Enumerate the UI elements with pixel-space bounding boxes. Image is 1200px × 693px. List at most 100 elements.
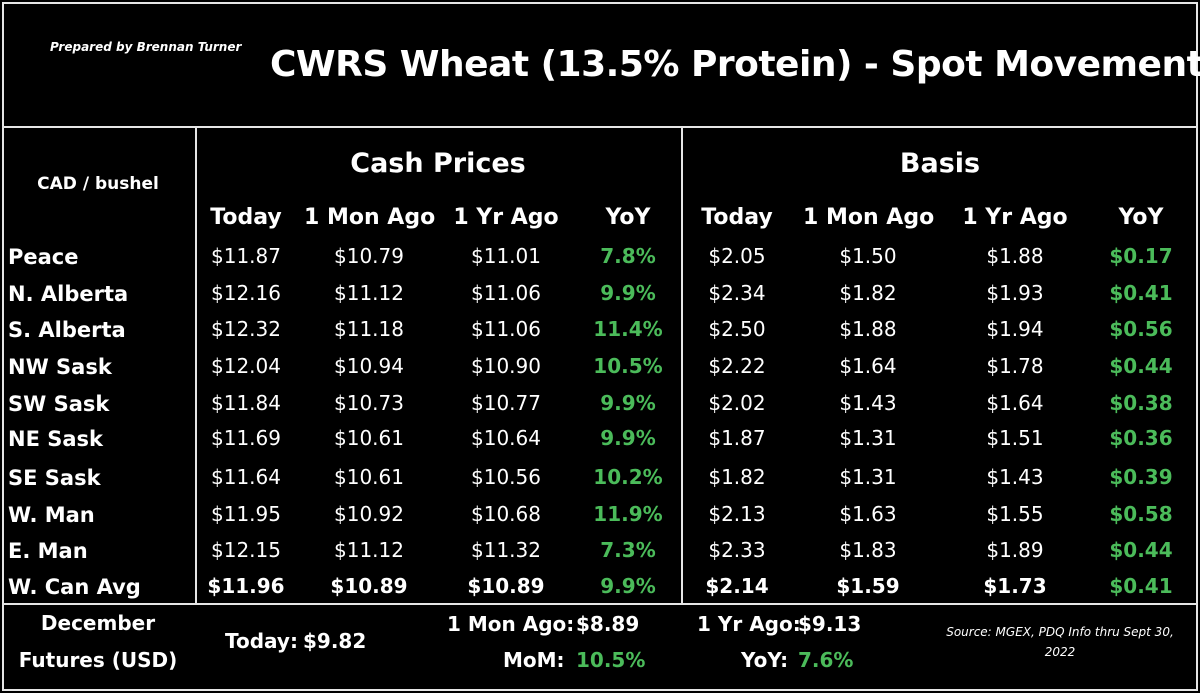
futures-today-label: Today: bbox=[225, 629, 298, 653]
row-label: SE Sask bbox=[8, 466, 101, 490]
basis-cell: $1.93 bbox=[986, 281, 1044, 305]
cash-cell: 10.5% bbox=[593, 354, 663, 378]
basis-cell: $0.44 bbox=[1109, 538, 1173, 562]
basis-cell: $2.02 bbox=[708, 391, 766, 415]
cash-cell: $10.61 bbox=[334, 465, 404, 489]
cash-cell: 9.9% bbox=[600, 281, 656, 305]
futures-mon-value: $8.89 bbox=[576, 612, 640, 636]
basis-cell: $1.94 bbox=[986, 317, 1044, 341]
row-label: SW Sask bbox=[8, 392, 110, 416]
cash-cell: $10.77 bbox=[471, 391, 541, 415]
unit-label: CAD / bushel bbox=[37, 174, 159, 194]
basis-cell: $0.44 bbox=[1109, 354, 1173, 378]
column-header-cash-3: YoY bbox=[605, 205, 651, 230]
basis-cell: $1.78 bbox=[986, 354, 1044, 378]
basis-cell: $1.50 bbox=[839, 244, 897, 268]
futures-mom-label: MoM: bbox=[503, 648, 565, 672]
cash-cell: $12.32 bbox=[211, 317, 281, 341]
label-column-divider bbox=[195, 127, 197, 604]
row-label: N. Alberta bbox=[8, 282, 129, 306]
basis-cell: $0.58 bbox=[1109, 502, 1173, 526]
cash-cell: $10.68 bbox=[471, 502, 541, 526]
cash-cell: $10.79 bbox=[334, 244, 404, 268]
basis-cell: $1.31 bbox=[839, 465, 897, 489]
cash-cell: $11.12 bbox=[334, 281, 404, 305]
row-label: E. Man bbox=[8, 539, 88, 563]
basis-cell: $2.50 bbox=[708, 317, 766, 341]
cash-cell: $11.64 bbox=[211, 465, 281, 489]
basis-cell: $2.13 bbox=[708, 502, 766, 526]
cash-cell: $10.94 bbox=[334, 354, 404, 378]
cash-cell: $10.89 bbox=[330, 574, 408, 598]
row-label: Peace bbox=[8, 245, 79, 269]
cash-cell: $10.73 bbox=[334, 391, 404, 415]
cash-cell: 9.9% bbox=[600, 391, 656, 415]
basis-cell: $1.88 bbox=[986, 244, 1044, 268]
column-header-cash-0: Today bbox=[210, 205, 282, 230]
column-header-basis-2: 1 Yr Ago bbox=[962, 205, 1068, 230]
row-label: W. Man bbox=[8, 503, 95, 527]
row-label: NW Sask bbox=[8, 355, 112, 379]
futures-label-line2: Futures (USD) bbox=[18, 648, 178, 672]
page-title: CWRS Wheat (13.5% Protein) - Spot Moveme… bbox=[270, 44, 1200, 85]
border-top bbox=[2, 2, 1198, 4]
basis-cell: $1.55 bbox=[986, 502, 1044, 526]
basis-cell: $0.41 bbox=[1109, 281, 1173, 305]
column-header-cash-2: 1 Yr Ago bbox=[453, 205, 559, 230]
footer-divider bbox=[2, 603, 1198, 605]
source-line2: 2022 bbox=[1044, 645, 1076, 659]
cash-cell: $12.15 bbox=[211, 538, 281, 562]
cash-cell: $11.96 bbox=[207, 574, 285, 598]
basis-cell: $1.89 bbox=[986, 538, 1044, 562]
basis-cell: $0.41 bbox=[1109, 574, 1173, 598]
basis-cell: $0.56 bbox=[1109, 317, 1173, 341]
futures-yoy-label: YoY: bbox=[741, 648, 789, 672]
border-left bbox=[2, 2, 4, 691]
prepared-by: Prepared by Brennan Turner bbox=[50, 40, 242, 54]
futures-yr-value: $9.13 bbox=[798, 612, 862, 636]
cash-cell: $10.64 bbox=[471, 426, 541, 450]
column-header-basis-1: 1 Mon Ago bbox=[803, 205, 935, 230]
cash-cell: $11.69 bbox=[211, 426, 281, 450]
cash-cell: $10.56 bbox=[471, 465, 541, 489]
basis-cell: $2.33 bbox=[708, 538, 766, 562]
basis-cell: $1.82 bbox=[839, 281, 897, 305]
basis-cell: $0.36 bbox=[1109, 426, 1173, 450]
cash-cell: $11.95 bbox=[211, 502, 281, 526]
cash-cell: 10.2% bbox=[593, 465, 663, 489]
basis-cell: $1.63 bbox=[839, 502, 897, 526]
cash-cell: $11.06 bbox=[471, 317, 541, 341]
row-label: S. Alberta bbox=[8, 318, 126, 342]
column-header-basis-3: YoY bbox=[1118, 205, 1164, 230]
futures-label-line1: December bbox=[40, 611, 156, 635]
futures-yoy-value: 7.6% bbox=[798, 648, 854, 672]
border-bottom bbox=[2, 689, 1198, 691]
row-label: W. Can Avg bbox=[8, 575, 141, 599]
basis-cell: $1.43 bbox=[986, 465, 1044, 489]
basis-cell: $1.88 bbox=[839, 317, 897, 341]
row-label: NE Sask bbox=[8, 427, 103, 451]
border-right bbox=[1196, 2, 1198, 691]
column-header-basis-0: Today bbox=[701, 205, 773, 230]
cash-cell: $11.18 bbox=[334, 317, 404, 341]
group-header-cash: Cash Prices bbox=[350, 148, 526, 179]
basis-cell: $0.17 bbox=[1109, 244, 1173, 268]
futures-mon-label: 1 Mon Ago: bbox=[447, 612, 575, 636]
source-line1: Source: MGEX, PDQ Info thru Sept 30, bbox=[946, 625, 1174, 639]
cash-cell: 9.9% bbox=[600, 574, 656, 598]
basis-cell: $1.43 bbox=[839, 391, 897, 415]
futures-today-value: $9.82 bbox=[303, 629, 367, 653]
basis-cell: $2.14 bbox=[705, 574, 769, 598]
cash-cell: $10.90 bbox=[471, 354, 541, 378]
cash-cell: $11.06 bbox=[471, 281, 541, 305]
cash-cell: $11.87 bbox=[211, 244, 281, 268]
group-header-basis: Basis bbox=[899, 148, 981, 179]
cash-cell: $10.61 bbox=[334, 426, 404, 450]
basis-cell: $0.39 bbox=[1109, 465, 1173, 489]
basis-cell: $1.87 bbox=[708, 426, 766, 450]
cash-cell: 11.9% bbox=[593, 502, 663, 526]
group-divider bbox=[681, 127, 683, 604]
cash-cell: 9.9% bbox=[600, 426, 656, 450]
basis-cell: $1.64 bbox=[839, 354, 897, 378]
cash-cell: $11.12 bbox=[334, 538, 404, 562]
